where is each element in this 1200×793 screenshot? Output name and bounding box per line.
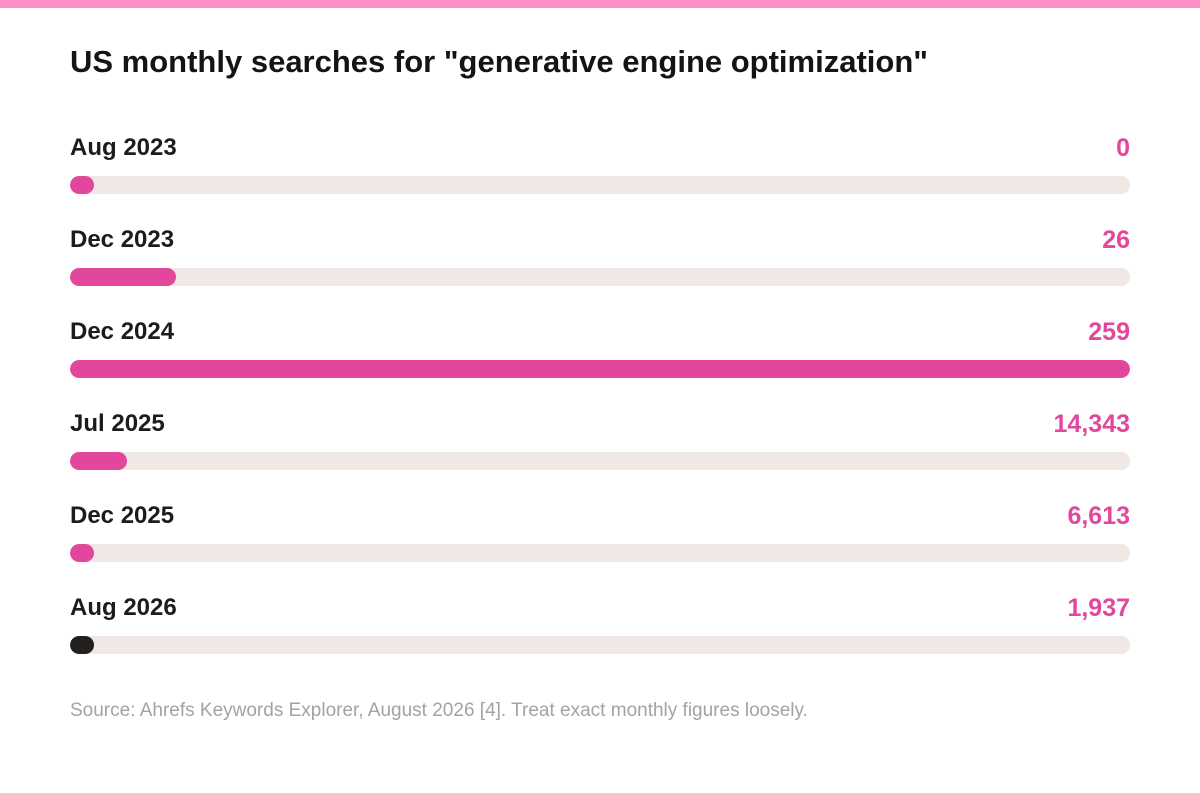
bar-row: Dec 2025 6,613 [70,500,1130,592]
bar-track [70,636,1130,654]
top-accent-stripe [0,0,1200,8]
bar-fill [70,452,127,470]
bar-category-label: Aug 2026 [70,594,177,621]
bar-track [70,452,1130,470]
bar-category-label: Aug 2023 [70,134,177,161]
bar-row: Jul 2025 14,343 [70,408,1130,500]
bar-category-label: Dec 2024 [70,318,175,345]
bar-row: Dec 2024 259 [70,316,1130,408]
bar-fill [70,268,176,286]
bar-row: Aug 2023 0 [70,132,1130,224]
bar-track [70,360,1130,378]
bar-fill [70,544,94,562]
bar-value-label: 1,937 [1067,594,1130,622]
bar-category-label: Dec 2023 [70,226,175,253]
source-note: Source: Ahrefs Keywords Explorer, August… [70,700,808,721]
bar-value-label: 259 [1088,318,1130,346]
bar-value-label: 0 [1116,134,1130,162]
bar-track [70,176,1130,194]
bar-rows: Aug 2023 0 Dec 2023 26 Dec 2024 259 Jul 2025 14… [70,132,1130,684]
bar-row: Aug 2026 1,937 [70,592,1130,684]
bar-track [70,268,1130,286]
bar-track [70,544,1130,562]
bar-fill [70,176,94,194]
chart-title: US monthly searches for "generative engi… [70,44,928,79]
bar-value-label: 14,343 [1053,410,1130,438]
bar-category-label: Jul 2025 [70,410,165,437]
bar-category-label: Dec 2025 [70,502,175,529]
bar-value-label: 26 [1102,226,1130,254]
bar-row: Dec 2023 26 [70,224,1130,316]
bar-value-label: 6,613 [1067,502,1130,530]
bar-fill [70,360,1130,378]
bar-fill [70,636,94,654]
